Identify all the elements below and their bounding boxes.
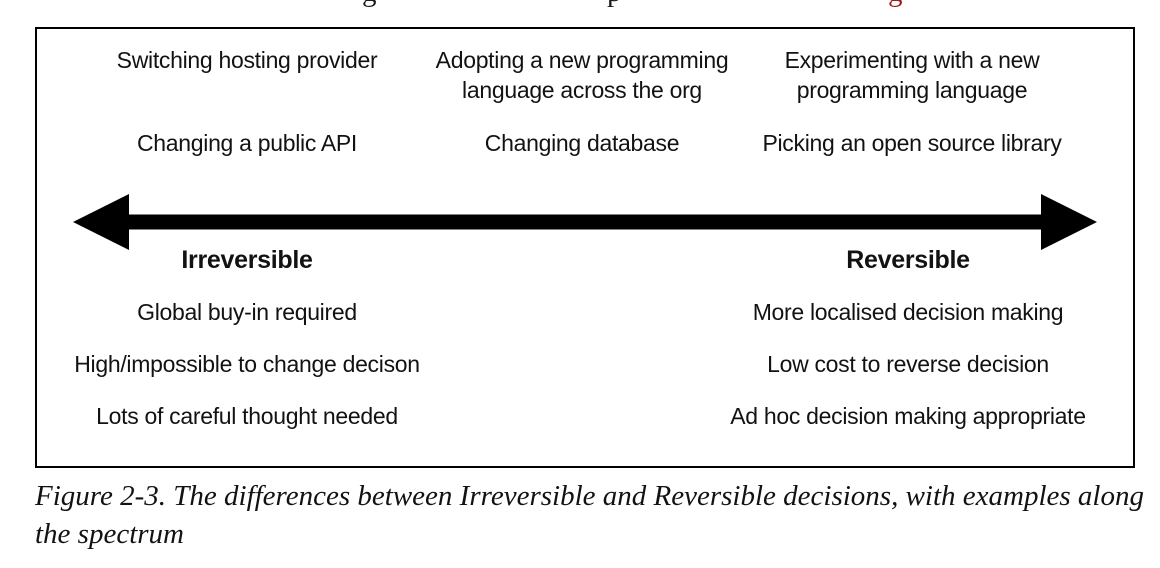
example-item: Changing a public API [136,130,358,156]
reversible-section: Reversible More localised decision makin… [723,245,1093,431]
attribute-item: Lots of careful thought needed [96,403,398,429]
double-headed-arrow-shape [73,194,1097,250]
reversible-label: Reversible [846,246,970,274]
example-item: Changing database [484,130,680,156]
attribute-item: High/impossible to change decison [74,351,420,377]
attribute-item: More localised decision making [752,299,1064,325]
example-item: Switching hosting provider [116,47,378,73]
text-descender-fragment: p [607,0,622,7]
attribute-item: Low cost to reverse decision [767,351,1049,377]
link-text-descender-fragment: g [888,0,903,7]
attribute-item: Ad hoc decision making appropriate [730,403,1086,429]
example-item: Picking an open source library [762,130,1062,156]
example-item: Adopting a new programming language acro… [435,47,729,103]
double-headed-arrow [73,194,1097,250]
examples-grid: Switching hosting provider Adopting a ne… [62,45,1092,158]
attribute-item: Global buy-in required [137,299,357,325]
irreversible-section: Irreversible Global buy-in required High… [62,245,432,431]
cropped-body-text-line: g p g [0,0,1160,10]
example-item: Experimenting with a new programming lan… [784,47,1040,103]
irreversible-label: Irreversible [181,246,313,274]
figure-caption: Figure 2-3. The differences between Irre… [35,480,1144,550]
text-descender-fragment: g [362,0,377,7]
figure-box: Switching hosting provider Adopting a ne… [35,27,1135,468]
